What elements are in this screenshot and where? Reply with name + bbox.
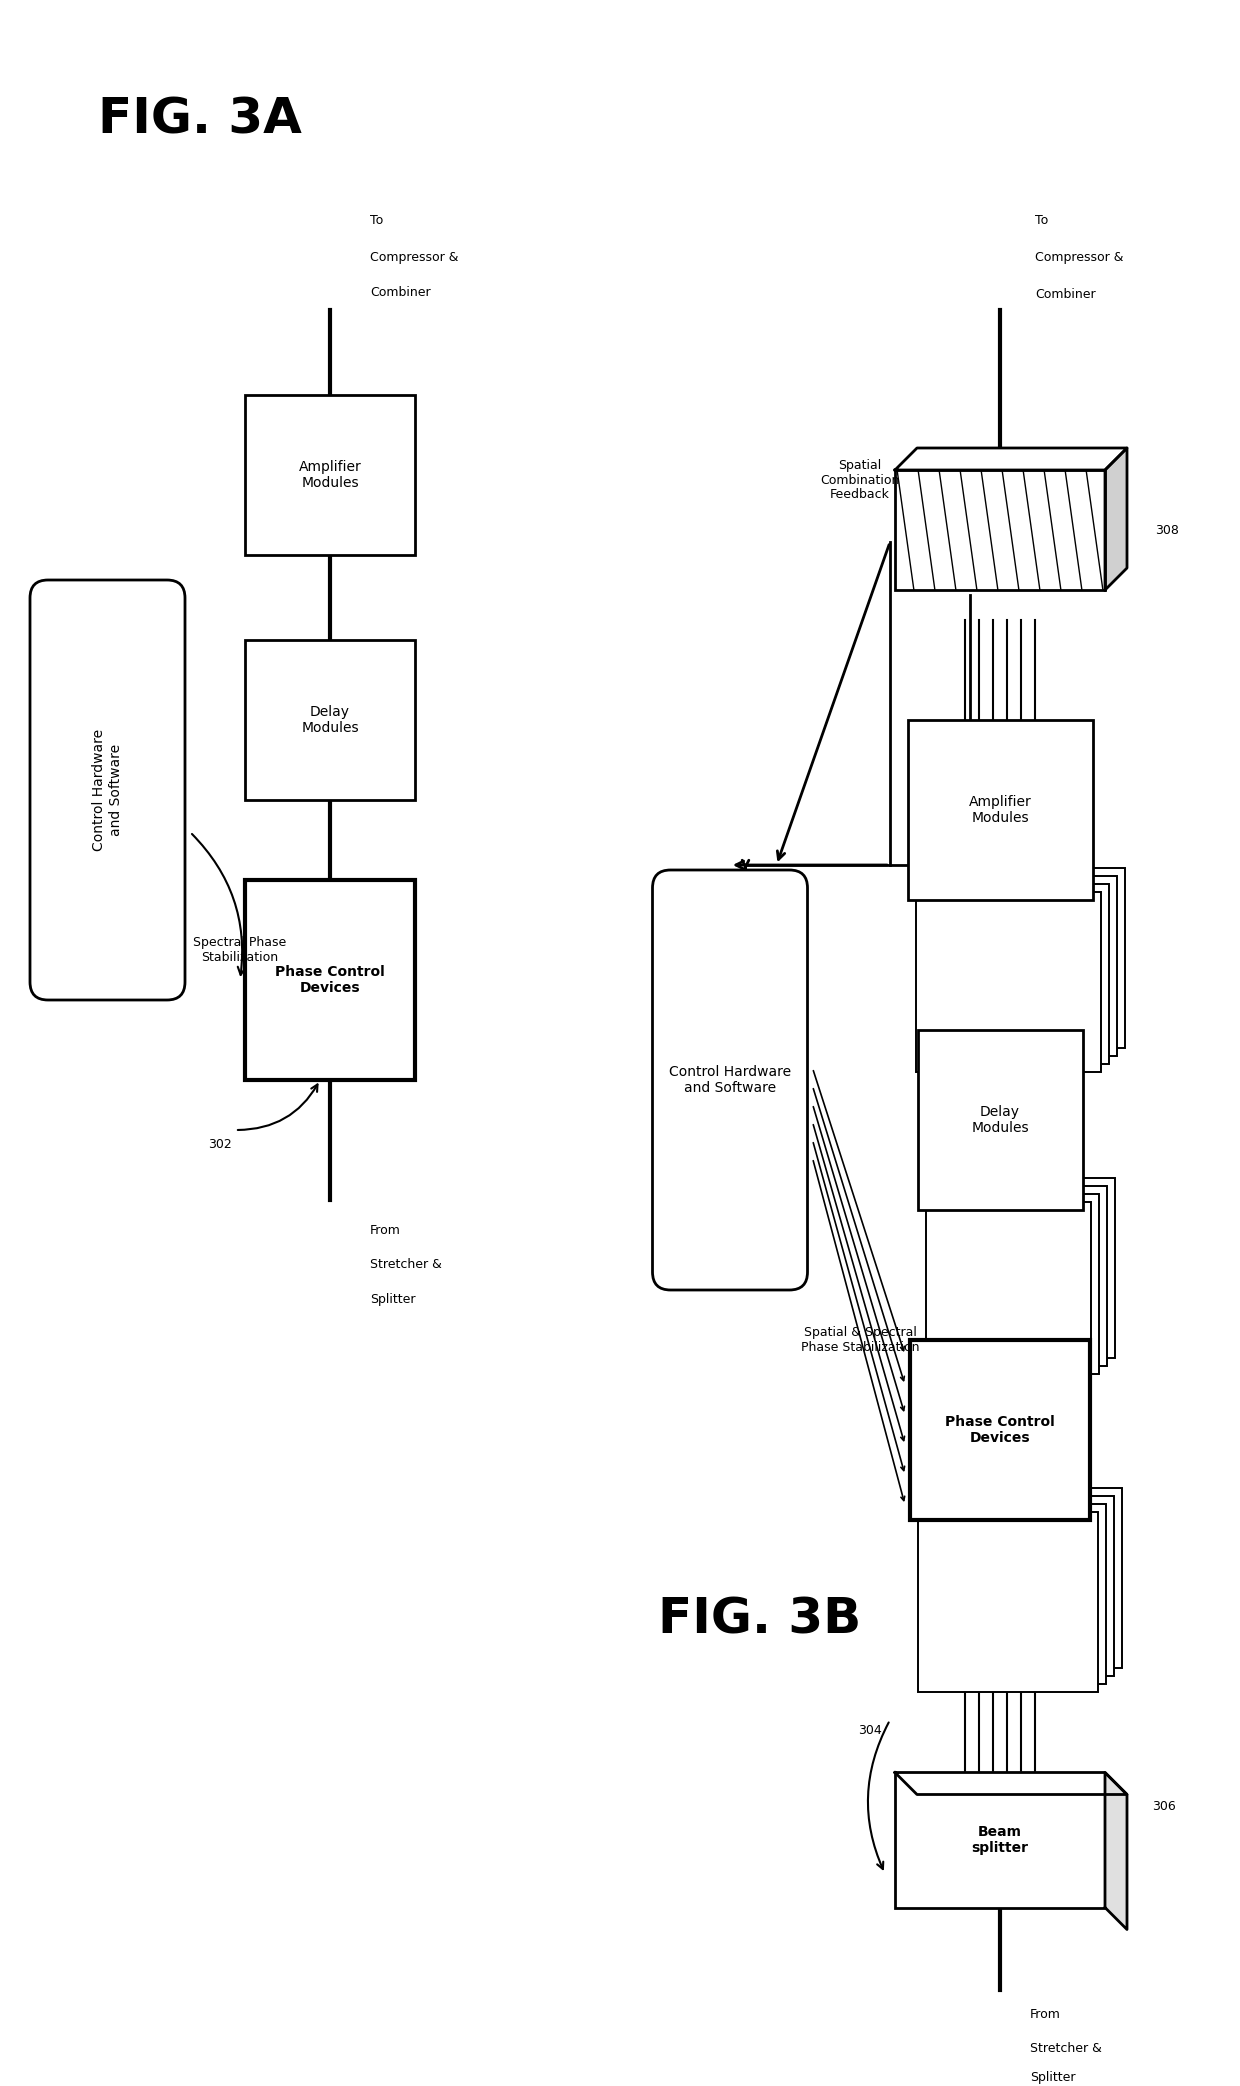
Text: Spectral Phase
Stabilization: Spectral Phase Stabilization [193, 937, 286, 964]
Bar [895, 469, 1105, 590]
Text: Compressor &: Compressor & [370, 252, 459, 265]
Text: 308: 308 [1154, 524, 1179, 536]
Text: Spatial
Combination
Feedback: Spatial Combination Feedback [821, 459, 900, 501]
Bar [246, 640, 415, 801]
FancyArrowPatch shape [868, 1723, 889, 1869]
Text: From: From [370, 1224, 401, 1237]
Bar [931, 876, 1116, 1056]
Bar [942, 1487, 1122, 1669]
Bar [941, 1187, 1106, 1366]
Text: Control Hardware
and Software: Control Hardware and Software [93, 728, 123, 851]
Bar [918, 1512, 1097, 1692]
FancyArrowPatch shape [192, 834, 246, 974]
Text: Beam
splitter: Beam splitter [971, 1825, 1028, 1854]
Text: From: From [1030, 2009, 1061, 2021]
Bar [915, 893, 1101, 1072]
Bar [918, 1030, 1083, 1210]
Bar [895, 1773, 1105, 1907]
Polygon shape [895, 1773, 1127, 1794]
Polygon shape [1105, 1773, 1127, 1930]
Text: 304: 304 [858, 1723, 882, 1736]
Text: Splitter: Splitter [1030, 2071, 1075, 2084]
Text: To: To [1035, 213, 1048, 227]
Text: Control Hardware
and Software: Control Hardware and Software [668, 1064, 791, 1095]
Bar [950, 1179, 1115, 1358]
FancyArrowPatch shape [777, 544, 889, 859]
Text: FIG. 3B: FIG. 3B [658, 1596, 862, 1644]
Text: Amplifier
Modules: Amplifier Modules [968, 795, 1032, 826]
FancyArrowPatch shape [735, 862, 888, 870]
Text: Delay
Modules: Delay Modules [971, 1106, 1029, 1135]
Bar [246, 394, 415, 555]
Bar [908, 720, 1092, 899]
Bar [246, 880, 415, 1081]
Bar [934, 1193, 1099, 1375]
Polygon shape [895, 448, 1127, 469]
Bar [910, 1339, 1090, 1521]
FancyArrowPatch shape [238, 1085, 317, 1131]
Text: Stretcher &: Stretcher & [370, 1258, 441, 1272]
Text: FIG. 3A: FIG. 3A [98, 96, 301, 144]
Text: Combiner: Combiner [1035, 288, 1096, 302]
Text: Phase Control
Devices: Phase Control Devices [275, 966, 384, 995]
Text: To: To [370, 213, 383, 227]
Bar [934, 1496, 1114, 1675]
Bar [925, 1202, 1090, 1383]
Text: Combiner: Combiner [370, 286, 430, 298]
Text: Compressor &: Compressor & [1035, 252, 1123, 265]
Bar [924, 884, 1109, 1064]
Text: Delay
Modules: Delay Modules [301, 705, 358, 734]
FancyBboxPatch shape [30, 580, 185, 999]
FancyBboxPatch shape [652, 870, 807, 1289]
Text: Spatial & Spectral
Phase Stabilization: Spatial & Spectral Phase Stabilization [801, 1327, 919, 1354]
Text: Splitter: Splitter [370, 1293, 415, 1306]
Text: Stretcher &: Stretcher & [1030, 2042, 1102, 2055]
Text: 306: 306 [1152, 1800, 1176, 1813]
Text: Amplifier
Modules: Amplifier Modules [299, 459, 361, 490]
Polygon shape [1105, 448, 1127, 590]
Bar [926, 1504, 1106, 1683]
Bar [940, 868, 1125, 1047]
Text: 302: 302 [208, 1139, 232, 1151]
Text: Phase Control
Devices: Phase Control Devices [945, 1414, 1055, 1446]
